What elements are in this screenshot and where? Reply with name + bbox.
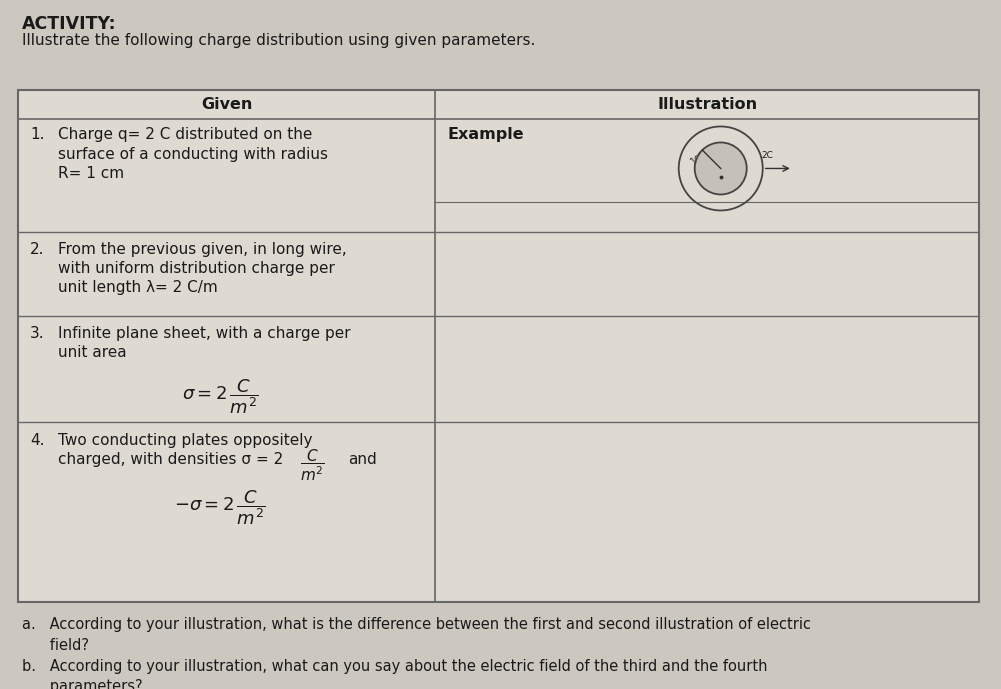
Text: unit area: unit area — [58, 345, 127, 360]
Text: Illustration: Illustration — [657, 97, 758, 112]
Text: $-\sigma = 2\,\dfrac{C}{m^2}$: $-\sigma = 2\,\dfrac{C}{m^2}$ — [174, 488, 266, 526]
Text: surface of a conducting with radius: surface of a conducting with radius — [58, 147, 328, 162]
Text: and: and — [348, 452, 377, 467]
Text: b.   According to your illustration, what can you say about the electric field o: b. According to your illustration, what … — [22, 659, 768, 674]
Text: 4.: 4. — [30, 433, 44, 448]
Bar — [18, 90, 979, 602]
Text: Given: Given — [201, 97, 252, 112]
Text: Infinite plane sheet, with a charge per: Infinite plane sheet, with a charge per — [58, 326, 350, 341]
Text: unit length λ= 2 C/m: unit length λ= 2 C/m — [58, 280, 218, 296]
Text: Example: Example — [447, 127, 525, 143]
Ellipse shape — [695, 143, 747, 194]
Text: r: r — [727, 183, 731, 192]
Text: field?: field? — [22, 638, 89, 653]
Text: Two conducting plates oppositely: Two conducting plates oppositely — [58, 433, 312, 448]
Text: 1cm: 1cm — [690, 146, 710, 166]
Text: $\sigma = 2\,\dfrac{C}{m^2}$: $\sigma = 2\,\dfrac{C}{m^2}$ — [182, 378, 258, 416]
Text: with uniform distribution charge per: with uniform distribution charge per — [58, 261, 335, 276]
Text: 2.: 2. — [30, 242, 44, 257]
Text: $\dfrac{C}{m^2}$: $\dfrac{C}{m^2}$ — [300, 448, 325, 483]
Text: Illustrate the following charge distribution using given parameters.: Illustrate the following charge distribu… — [22, 33, 536, 48]
Text: a.   According to your illustration, what is the difference between the first an: a. According to your illustration, what … — [22, 617, 811, 633]
Text: 3.: 3. — [30, 326, 45, 341]
Text: ACTIVITY:: ACTIVITY: — [22, 15, 117, 33]
Text: R= 1 cm: R= 1 cm — [58, 166, 124, 181]
Text: parameters?: parameters? — [22, 679, 143, 689]
Text: 1.: 1. — [30, 127, 44, 143]
Text: 2C: 2C — [762, 151, 774, 161]
Text: charged, with densities σ = 2: charged, with densities σ = 2 — [58, 452, 288, 467]
Text: From the previous given, in long wire,: From the previous given, in long wire, — [58, 242, 346, 257]
Text: Charge q= 2 C distributed on the: Charge q= 2 C distributed on the — [58, 127, 312, 143]
